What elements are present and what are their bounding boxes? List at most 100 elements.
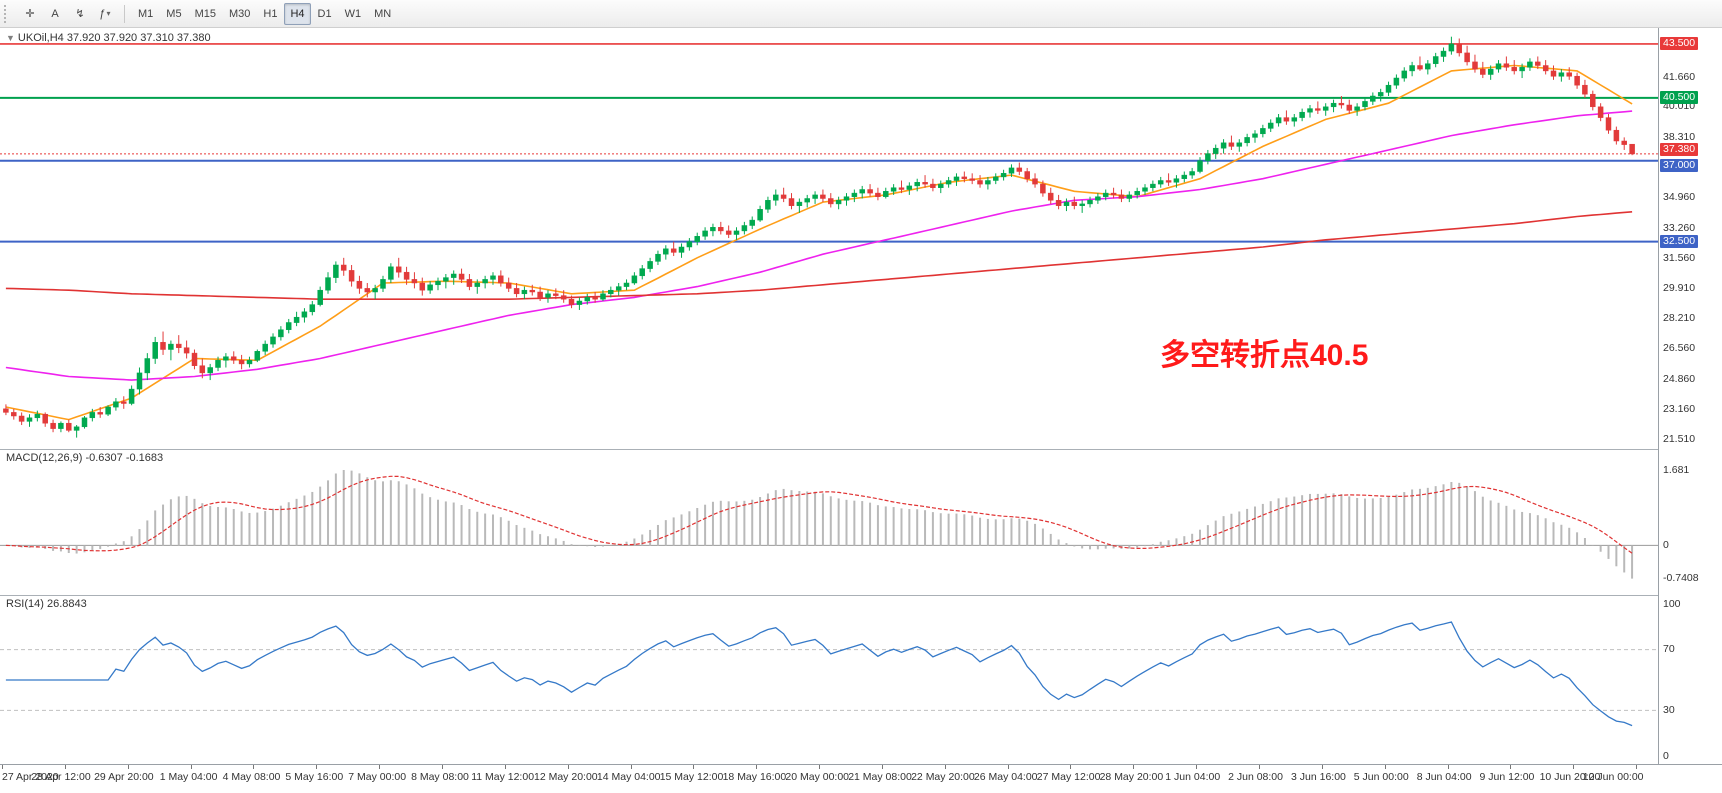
time-axis-label: 1 May 04:00 [159,771,218,783]
time-axis-label: 22 May 20:00 [911,771,975,783]
time-tick [1258,765,1260,769]
collapse-chart-icon[interactable]: ▼ [6,33,15,43]
candlestick-series [3,36,1635,438]
time-tick [567,765,569,769]
time-axis-label: 26 May 04:00 [973,771,1038,783]
panel-separator [0,595,1722,596]
price-tick-label: 38.310 [1663,130,1696,143]
time-axis-label: 12 Jun 00:00 [1582,771,1644,783]
time-tick [1070,765,1072,769]
time-tick [441,765,443,769]
rsi-indicator-label: RSI(14) 26.8843 [6,598,87,610]
time-axis-label: 2 Jun 08:00 [1228,771,1283,783]
time-tick [1573,765,1575,769]
rsi-panel-plot [0,621,1658,727]
time-tick [504,765,506,769]
timeframe-button-m30[interactable]: M30 [223,3,256,25]
time-axis-label: 3 Jun 16:00 [1291,771,1346,783]
timeframe-button-m5[interactable]: M5 [160,3,187,25]
timeframe-button-h4[interactable]: H4 [284,2,311,25]
time-tick [379,765,381,769]
price-tick-label: 31.560 [1663,252,1696,264]
time-tick [756,765,758,769]
timeframe-button-w1[interactable]: W1 [339,3,368,25]
time-tick [1447,765,1449,769]
price-level-label-43500: 43.500 [1660,37,1699,51]
symbol-label: UKOil,H4 [17,32,64,44]
time-tick [1636,765,1637,769]
time-axis-label: 5 Jun 00:00 [1353,771,1409,783]
price-scale[interactable]: 41.66040.01038.31036.61034.96033.26031.5… [1658,28,1722,793]
price-tick-label: 23.160 [1663,403,1696,416]
price-tick-label: 34.960 [1663,190,1696,203]
panel-separator [0,449,1722,450]
moving-average-lines [5,64,1633,421]
time-tick [819,765,820,769]
horizontal-level-lines [0,43,1658,243]
price-tick-label: 1.681 [1663,463,1690,476]
symbol-ohlc-header: ▼ UKOil,H4 37.920 37.920 37.310 37.380 [6,32,211,44]
time-axis-label: 28 Apr 12:00 [31,771,91,783]
time-axis-label: 4 May 08:00 [222,771,281,783]
chart-annotation-text[interactable]: 多空转折点40.5 [1160,339,1369,372]
ohlc-values: 37.920 37.920 37.310 37.380 [66,32,211,44]
timeframe-button-m15[interactable]: M15 [189,3,222,25]
text-annotation-tool-button[interactable]: A [43,3,67,25]
time-axis-label: 20 May 00:00 [785,771,850,783]
price-tick-label: 0 [1663,538,1669,551]
time-axis-label: 5 May 16:00 [285,771,344,783]
price-tick-label: -0.7408 [1663,572,1699,585]
price-tick-label: 21.510 [1663,432,1696,445]
cycle-lines-tool-button[interactable]: ↯ [68,3,92,25]
time-axis-label: 18 May 16:00 [722,771,787,783]
price-tick-label: 41.660 [1663,70,1696,83]
toolbar-separator [124,4,125,23]
time-tick [944,765,946,769]
macd-indicator-label: MACD(12,26,9) -0.6307 -0.1683 [6,452,164,464]
timeframe-button-mn[interactable]: MN [368,3,397,25]
time-tick [127,765,129,769]
timeframe-toolbar: M1 M5 M15 M30 H1 H4 D1 W1 MN [132,2,397,25]
time-axis-label: 21 May 08:00 [848,771,912,783]
time-axis-label: 8 Jun 04:00 [1416,771,1472,783]
time-axis-label: 27 May 12:00 [1036,771,1101,783]
time-tick [316,765,318,769]
time-scale[interactable]: 27 Apr 2020 28 Apr 12:00 29 Apr 20:00 1 May… [0,764,1722,793]
time-axis-label: 11 May 12:00 [471,771,535,783]
macd-signal-line [5,475,1633,554]
crosshair-tool-button[interactable]: ✛ [18,3,42,25]
time-tick [190,765,192,769]
ma-slow-line [5,211,1633,300]
time-tick [1384,765,1386,769]
time-tick [1510,765,1512,769]
time-tick [253,765,255,769]
top-toolbar: ✛ A ↯ ƒ ▾ M1 M5 M15 M30 H1 H4 D1 W1 MN [0,0,1722,28]
time-tick [630,765,632,769]
time-axis-label: 10 Jun 20:00 [1539,771,1601,783]
rsi-line [5,621,1633,727]
timeframe-button-m1[interactable]: M1 [132,3,159,25]
macd-panel-plot [0,470,1658,579]
price-tick-label: 33.260 [1663,221,1696,234]
timeframe-button-h1[interactable]: H1 [257,3,283,25]
time-tick [64,765,66,769]
time-axis-label: 8 May 08:00 [411,771,469,783]
price-tick-label: 28.210 [1663,312,1696,325]
price-tick-label: 70 [1663,643,1675,656]
time-axis-label: 29 Apr 20:00 [94,771,154,783]
price-level-label-37000: 37.000 [1660,159,1699,173]
chart-tools-toolbar: ✛ A ↯ ƒ ▾ [18,3,117,25]
time-tick [1133,765,1135,769]
time-axis-label: 9 Jun 12:00 [1479,771,1535,783]
time-axis-label: 14 May 04:00 [596,771,661,783]
indicators-dropdown-button[interactable]: ƒ ▾ [93,3,117,25]
price-tick-label: 0 [1663,749,1669,762]
timeframe-button-d1[interactable]: D1 [312,3,338,25]
price-level-label-37380: 37.380 [1660,143,1699,157]
toolbar-grip[interactable] [4,4,12,23]
time-axis-label: 15 May 12:00 [659,771,724,783]
price-level-label-40500: 40.500 [1660,91,1699,105]
price-tick-label: 29.910 [1663,281,1696,294]
